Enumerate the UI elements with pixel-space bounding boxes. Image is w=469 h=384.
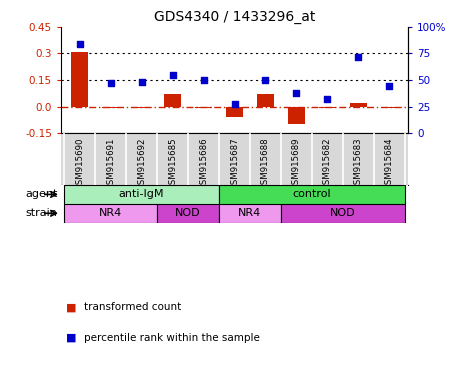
- Text: NOD: NOD: [330, 208, 356, 218]
- Point: [386, 83, 393, 89]
- Point: [200, 77, 207, 83]
- Bar: [226, 106, 243, 117]
- Text: control: control: [293, 189, 331, 199]
- Text: GSM915682: GSM915682: [323, 137, 332, 190]
- Text: GSM915690: GSM915690: [75, 137, 84, 190]
- Bar: [64, 185, 219, 204]
- Text: GSM915691: GSM915691: [106, 137, 115, 190]
- Point: [324, 96, 331, 102]
- Point: [231, 101, 238, 108]
- Bar: [195, 106, 212, 108]
- Bar: [219, 185, 405, 204]
- Title: GDS4340 / 1433296_at: GDS4340 / 1433296_at: [154, 10, 315, 25]
- Point: [138, 79, 145, 85]
- Text: GSM915684: GSM915684: [385, 137, 394, 190]
- Bar: [157, 204, 219, 223]
- Text: GSM915686: GSM915686: [199, 137, 208, 190]
- Bar: [102, 106, 119, 108]
- Point: [293, 89, 300, 96]
- Bar: [381, 106, 398, 108]
- Text: GSM915692: GSM915692: [137, 137, 146, 190]
- Text: GSM915689: GSM915689: [292, 137, 301, 190]
- Text: GSM915685: GSM915685: [168, 137, 177, 190]
- Text: GSM915687: GSM915687: [230, 137, 239, 190]
- Point: [107, 80, 114, 86]
- Bar: [64, 204, 157, 223]
- Text: transformed count: transformed count: [84, 302, 182, 312]
- Bar: [319, 106, 336, 108]
- Point: [76, 41, 83, 47]
- Text: percentile rank within the sample: percentile rank within the sample: [84, 333, 260, 343]
- Text: agent: agent: [25, 189, 58, 199]
- Bar: [350, 103, 367, 106]
- Bar: [288, 106, 305, 124]
- Text: ■: ■: [66, 333, 76, 343]
- Point: [262, 77, 269, 83]
- Text: NR4: NR4: [99, 208, 122, 218]
- Bar: [281, 204, 405, 223]
- Text: NOD: NOD: [175, 208, 201, 218]
- Bar: [133, 106, 150, 108]
- Text: NR4: NR4: [238, 208, 262, 218]
- Text: GSM915688: GSM915688: [261, 137, 270, 190]
- Bar: [71, 52, 88, 106]
- Text: anti-IgM: anti-IgM: [119, 189, 164, 199]
- Bar: [219, 204, 281, 223]
- Text: strain: strain: [26, 208, 58, 218]
- Text: ■: ■: [66, 302, 76, 312]
- Point: [169, 71, 176, 78]
- Text: GSM915683: GSM915683: [354, 137, 363, 190]
- Bar: [164, 94, 181, 106]
- Bar: [257, 94, 274, 106]
- Point: [355, 53, 362, 60]
